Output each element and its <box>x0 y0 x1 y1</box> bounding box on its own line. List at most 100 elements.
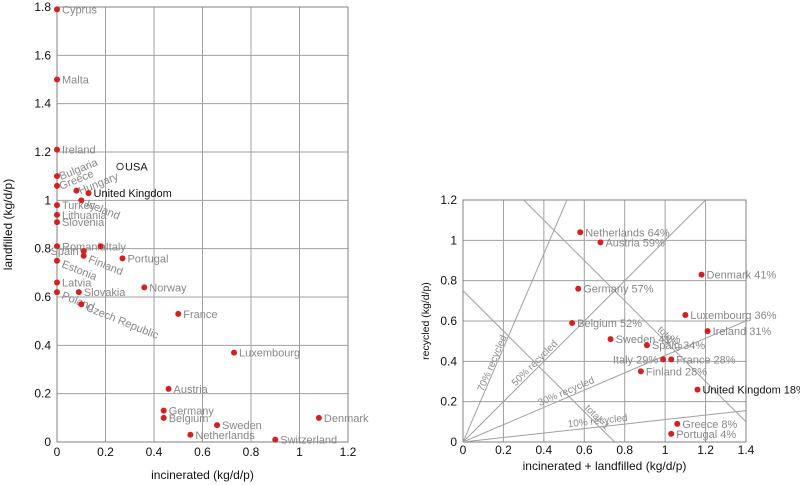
point-marker <box>75 289 82 296</box>
point-marker <box>577 229 584 236</box>
point-marker <box>643 342 650 349</box>
guide-lines <box>463 200 746 442</box>
point-label: Latvia <box>62 278 92 290</box>
point-label: Ireland <box>62 145 96 157</box>
point-label: Belgium 52% <box>577 318 642 330</box>
point-marker <box>597 239 604 246</box>
point-label: Spain 34% <box>652 340 705 352</box>
point-marker <box>668 430 675 437</box>
point-lithuania: Lithuania <box>54 210 108 222</box>
point-label: Lithuania <box>62 210 108 222</box>
point-marker <box>141 284 148 291</box>
point-label: United Kingdom 18% <box>702 385 800 397</box>
y-tick-label: 0.2 <box>34 387 51 401</box>
point-marker <box>54 182 60 189</box>
y-tick-label: 0.8 <box>440 274 457 288</box>
point-switzerland: Switzerland <box>272 435 337 447</box>
point-turkey: Turkey <box>54 200 96 212</box>
point-marker <box>85 190 92 197</box>
point-belgium: Belgium <box>160 413 209 425</box>
point-label: Italy 29% <box>613 354 658 366</box>
guide-50-recycled <box>463 200 706 442</box>
x-tick-label: 1.4 <box>738 443 755 457</box>
point-marker <box>54 211 60 218</box>
point-marker <box>160 407 167 414</box>
point-greece-8: Greece 8% <box>674 419 738 431</box>
point-label: France 28% <box>676 354 736 366</box>
x-tick-labels: 0 0.2 0.4 0.6 0.8 1 1.2 1.4 <box>460 443 755 457</box>
point-marker <box>54 219 60 226</box>
point-marker <box>231 349 238 356</box>
point-label: Denmark <box>324 413 369 425</box>
point-france: France <box>175 309 218 321</box>
x-tick-label: 0 <box>460 443 467 457</box>
point-czech-republic: Czech Republic <box>78 301 161 342</box>
point-italy-29: Italy 29% <box>613 354 667 366</box>
point-marker <box>119 255 126 262</box>
point-label: Portugal <box>127 253 168 265</box>
point-marker <box>54 202 60 209</box>
grid <box>56 6 349 443</box>
landfilled-vs-incinerated-chart: 0 0.2 0.4 0.6 0.8 1 1.2 1.4 1.6 1.8 0 0.2 0.4 0.6 0.8… <box>1 0 369 482</box>
point-france-28: France 28% <box>668 354 736 366</box>
point-label: France <box>183 309 217 321</box>
x-tick-label: 0.4 <box>536 443 553 457</box>
point-portugal-4: Portugal 4% <box>668 429 736 441</box>
x-tick-label: 1.2 <box>697 443 714 457</box>
point-label: Switzerland <box>280 435 337 447</box>
point-label: Slovakia <box>84 287 126 299</box>
point-marker <box>78 301 85 308</box>
point-malta: Malta <box>54 75 90 87</box>
data-points: CyprusMaltaIrelandUSABulgariaGreeceHunga… <box>51 4 369 446</box>
point-norway: Norway <box>141 282 187 294</box>
x-axis-title: incinerated + landfilled (kg/d/p) <box>523 459 687 473</box>
point-italy: Italy <box>97 241 126 253</box>
point-marker <box>682 311 689 318</box>
y-tick-label: 0.6 <box>440 314 457 328</box>
y-tick-label: 1 <box>450 233 457 247</box>
point-label: Spain <box>51 246 79 258</box>
guide-label: 30% recycled <box>537 375 597 409</box>
point-marker <box>569 320 576 327</box>
point-label: Germany 57% <box>583 284 654 296</box>
y-tick-label: 1.2 <box>34 145 51 159</box>
point-marker <box>54 146 60 153</box>
point-netherlands-64: Netherlands 64% <box>577 227 670 239</box>
y-tick-labels: 0 0.2 0.4 0.6 0.8 1 1.2 1.4 1.6 1.8 <box>34 0 51 449</box>
y-axis-title: landfilled (kg/d/p) <box>1 179 15 270</box>
point-germany-57: Germany 57% <box>575 284 654 296</box>
point-label: Austria <box>174 384 209 396</box>
y-tick-label: 0.6 <box>34 290 51 304</box>
point-luxembourg: Luxembourg <box>231 348 300 360</box>
x-tick-label: 1 <box>662 443 669 457</box>
point-marker <box>78 197 85 204</box>
point-label: Cyprus <box>62 4 97 16</box>
x-axis-title: incinerated (kg/d/p) <box>151 468 254 482</box>
point-marker <box>637 368 644 375</box>
point-label: Netherlands 64% <box>585 227 670 239</box>
point-label: Denmark 41% <box>707 270 777 282</box>
point-marker <box>187 431 194 438</box>
point-label: Norway <box>149 282 187 294</box>
y-tick-label: 0 <box>44 435 51 449</box>
point-label: Belgium <box>169 413 209 425</box>
point-marker <box>97 243 104 250</box>
point-label: Malta <box>62 75 90 87</box>
point-slovakia: Slovakia <box>75 287 126 299</box>
point-marker <box>674 420 681 427</box>
y-tick-label: 0.4 <box>34 338 51 352</box>
point-spain-34: Spain 34% <box>643 340 705 352</box>
y-tick-label: 1.2 <box>440 193 457 207</box>
y-tick-label: 1.6 <box>34 48 51 62</box>
point-united-kingdom: United Kingdom <box>85 188 172 200</box>
point-label: Sweden <box>222 420 262 432</box>
point-marker <box>704 328 711 335</box>
guide-total-2 <box>522 200 746 423</box>
point-label: USA <box>125 162 148 174</box>
point-marker <box>607 336 614 343</box>
y-axis-title: recycled (kg/d/p) <box>420 282 432 360</box>
x-tick-label: 1.2 <box>340 445 357 459</box>
y-tick-labels: 0 0.2 0.4 0.6 0.8 1 1.2 <box>440 193 457 449</box>
point-latvia: Latvia <box>54 278 92 290</box>
